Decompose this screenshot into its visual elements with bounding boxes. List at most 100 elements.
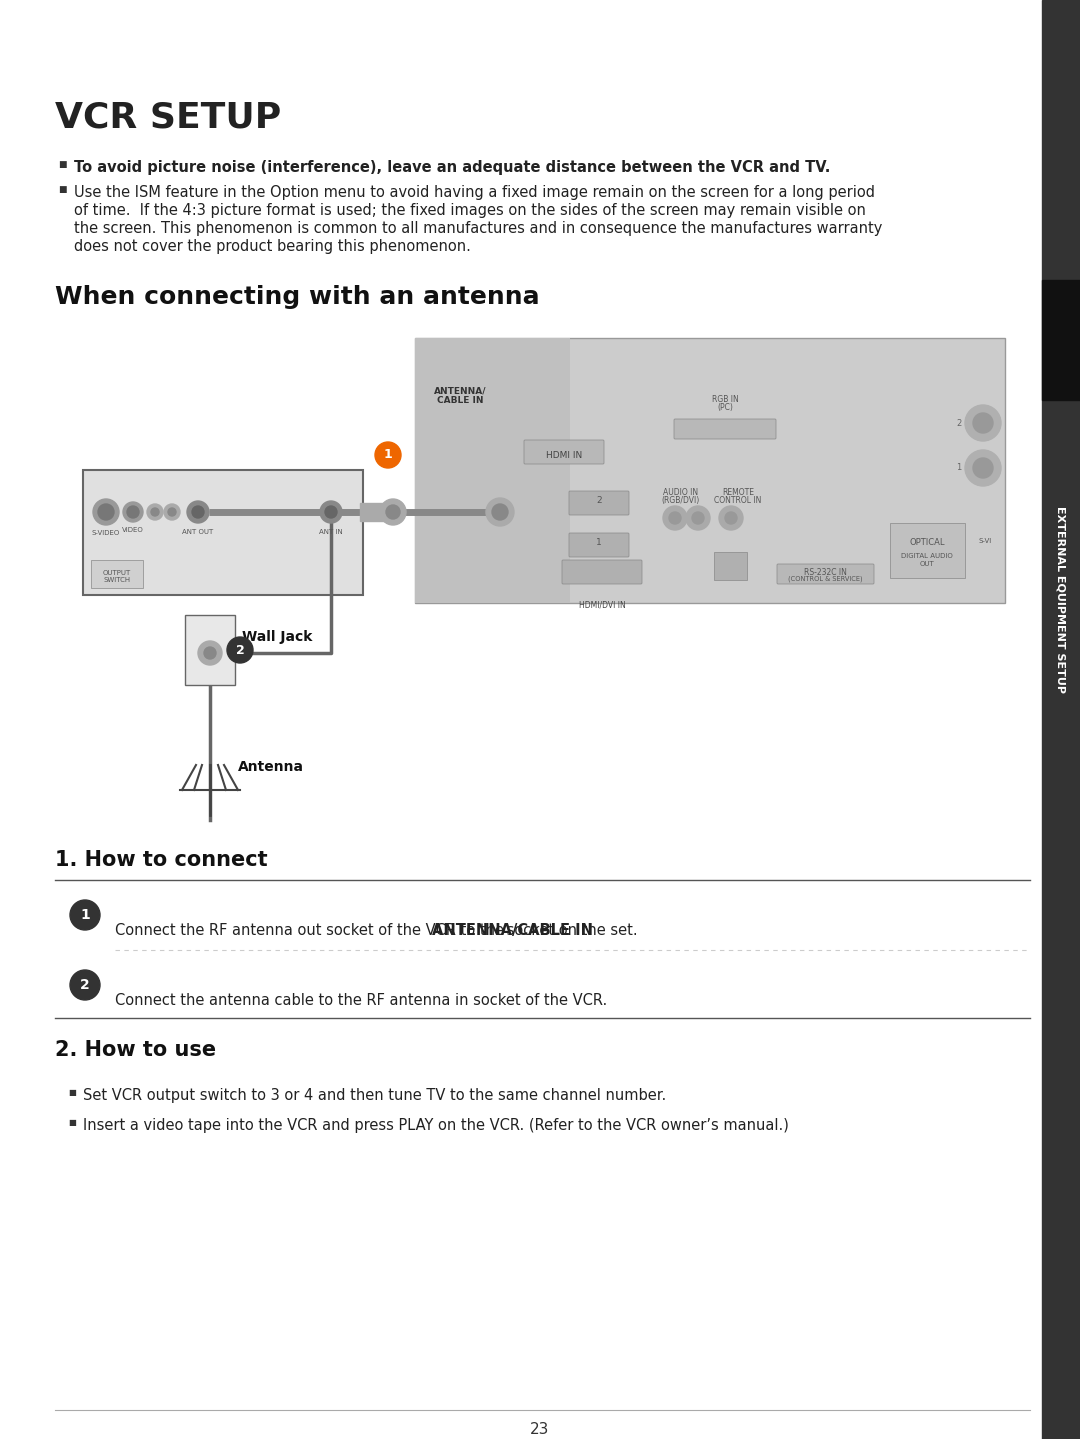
Text: To avoid picture noise (interference), leave an adequate distance between the VC: To avoid picture noise (interference), l… (75, 160, 831, 176)
Text: 2: 2 (596, 496, 602, 505)
Circle shape (70, 899, 100, 930)
Text: ANTENNA/: ANTENNA/ (434, 386, 486, 394)
Circle shape (164, 504, 180, 519)
Bar (415, 338, 570, 603)
Circle shape (973, 458, 993, 478)
Circle shape (492, 504, 508, 519)
Circle shape (98, 504, 114, 519)
Text: HDMI/DVI IN: HDMI/DVI IN (579, 602, 625, 610)
Bar (714, 553, 747, 580)
Circle shape (127, 507, 139, 518)
Text: of time.  If the 4:3 picture format is used; the fixed images on the sides of th: of time. If the 4:3 picture format is us… (75, 203, 866, 217)
Text: Wall Jack: Wall Jack (242, 630, 312, 645)
Bar (415, 338, 1005, 603)
Text: Connect the antenna cable to the RF antenna in socket of the VCR.: Connect the antenna cable to the RF ante… (114, 993, 607, 1007)
Circle shape (151, 508, 159, 517)
Circle shape (70, 970, 100, 1000)
Text: DIGITAL AUDIO: DIGITAL AUDIO (901, 553, 953, 558)
Text: socket on the set.: socket on the set. (502, 922, 638, 938)
Text: Set VCR output switch to 3 or 4 and then tune TV to the same channel number.: Set VCR output switch to 3 or 4 and then… (83, 1088, 666, 1104)
Text: ANT IN: ANT IN (319, 530, 342, 535)
FancyBboxPatch shape (777, 564, 874, 584)
Circle shape (192, 507, 204, 518)
Text: 1: 1 (383, 449, 392, 462)
Circle shape (380, 499, 406, 525)
Text: Use the ISM feature in the Option menu to avoid having a fixed image remain on t: Use the ISM feature in the Option menu t… (75, 186, 875, 200)
Bar (185, 614, 235, 685)
Text: ■: ■ (68, 1118, 76, 1127)
Text: When connecting with an antenna: When connecting with an antenna (55, 285, 540, 309)
Text: AUDIO IN: AUDIO IN (663, 488, 699, 496)
Text: RS-232C IN: RS-232C IN (804, 568, 847, 577)
Circle shape (725, 512, 737, 524)
Circle shape (692, 512, 704, 524)
Circle shape (386, 505, 400, 519)
Text: S-VIDEO: S-VIDEO (92, 530, 120, 535)
Text: HDMI IN: HDMI IN (545, 450, 582, 460)
FancyBboxPatch shape (569, 532, 629, 557)
Text: (RGB/DVI): (RGB/DVI) (662, 496, 700, 505)
Text: ANTENNA/CABLE IN: ANTENNA/CABLE IN (432, 922, 593, 938)
Text: ■: ■ (68, 1088, 76, 1097)
Bar (83, 471, 363, 594)
Text: ■: ■ (58, 160, 67, 168)
Text: 23: 23 (530, 1423, 550, 1438)
FancyBboxPatch shape (569, 491, 629, 515)
Bar (890, 522, 966, 578)
Text: 2: 2 (80, 979, 90, 991)
Circle shape (227, 637, 253, 663)
Text: CABLE IN: CABLE IN (436, 396, 483, 404)
Bar (1042, 0, 1080, 1439)
Text: (CONTROL & SERVICE): (CONTROL & SERVICE) (787, 576, 862, 583)
Text: does not cover the product bearing this phenomenon.: does not cover the product bearing this … (75, 239, 471, 255)
Circle shape (204, 648, 216, 659)
Bar (91, 560, 143, 589)
Circle shape (663, 507, 687, 530)
Text: VIDEO: VIDEO (122, 527, 144, 532)
Circle shape (198, 640, 222, 665)
Text: REMOTE: REMOTE (723, 488, 754, 496)
Text: 1. How to connect: 1. How to connect (55, 850, 268, 871)
FancyBboxPatch shape (524, 440, 604, 463)
Circle shape (375, 442, 401, 468)
Circle shape (966, 404, 1001, 440)
Circle shape (966, 450, 1001, 486)
Circle shape (973, 413, 993, 433)
Circle shape (123, 502, 143, 522)
Text: 1: 1 (596, 538, 602, 547)
Circle shape (168, 508, 176, 517)
Text: VCR SETUP: VCR SETUP (55, 99, 281, 134)
Text: ANT OUT: ANT OUT (183, 530, 214, 535)
Text: OUTPUT: OUTPUT (103, 570, 131, 576)
Text: RGB IN: RGB IN (712, 394, 739, 404)
FancyBboxPatch shape (562, 560, 642, 584)
Circle shape (669, 512, 681, 524)
Text: 1: 1 (80, 908, 90, 922)
Text: 2. How to use: 2. How to use (55, 1040, 216, 1061)
Text: 2: 2 (235, 643, 244, 656)
Text: the screen. This phenomenon is common to all manufactures and in consequence the: the screen. This phenomenon is common to… (75, 222, 882, 236)
Circle shape (686, 507, 710, 530)
Circle shape (93, 499, 119, 525)
Circle shape (486, 498, 514, 527)
Text: Antenna: Antenna (238, 760, 303, 774)
Text: EXTERNAL EQUIPMENT SETUP: EXTERNAL EQUIPMENT SETUP (1056, 507, 1066, 694)
Text: OPTICAL: OPTICAL (909, 538, 945, 547)
Circle shape (320, 501, 342, 522)
Circle shape (325, 507, 337, 518)
Text: S-VI: S-VI (978, 538, 991, 544)
Text: (PC): (PC) (717, 403, 733, 412)
Bar (1042, 281, 1080, 400)
Text: Insert a video tape into the VCR and press PLAY on the VCR. (Refer to the VCR ow: Insert a video tape into the VCR and pre… (83, 1118, 788, 1132)
Text: OUT: OUT (920, 561, 934, 567)
Circle shape (147, 504, 163, 519)
Text: 2: 2 (957, 419, 961, 427)
FancyBboxPatch shape (674, 419, 777, 439)
Text: CONTROL IN: CONTROL IN (714, 496, 761, 505)
Bar (360, 504, 390, 521)
Circle shape (187, 501, 210, 522)
Text: SWITCH: SWITCH (104, 577, 131, 583)
Circle shape (719, 507, 743, 530)
Text: 1: 1 (957, 463, 961, 472)
Text: ■: ■ (58, 186, 67, 194)
